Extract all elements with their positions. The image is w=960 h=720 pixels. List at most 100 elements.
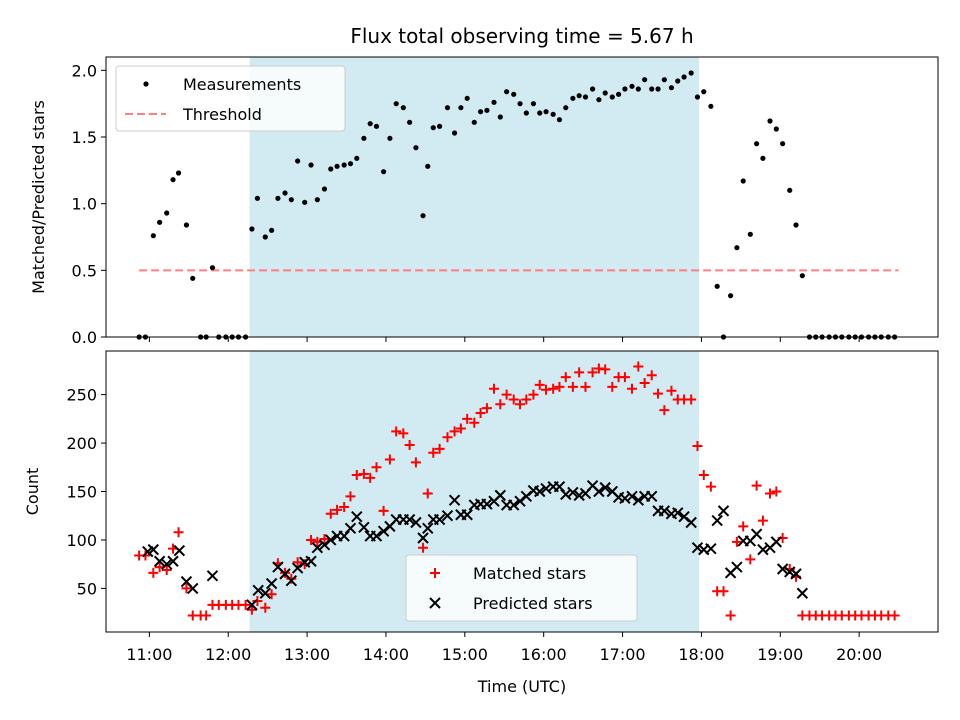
matched-star-point <box>580 381 591 392</box>
predicted-star-point <box>351 510 363 523</box>
matched-star-point <box>534 379 545 390</box>
measurement-point <box>668 85 675 91</box>
matched-star-point <box>428 447 439 458</box>
measurement-point <box>361 135 367 141</box>
legend-predicted-marker <box>429 597 441 609</box>
measurement-point <box>582 94 589 100</box>
measurement-point <box>321 186 328 192</box>
measurement-point <box>354 155 360 161</box>
measurement-point <box>747 231 753 237</box>
measurement-point <box>451 130 458 136</box>
measurement-point <box>436 123 443 129</box>
matched-star-point <box>738 521 749 532</box>
predicted-star-point <box>433 513 446 526</box>
matched-star-point <box>646 370 657 381</box>
measurement-point <box>649 86 655 92</box>
measurement-point <box>183 222 190 228</box>
x-tick-label: 11:00 <box>126 645 172 664</box>
chart-title: Flux total observing time = 5.67 h <box>350 24 693 48</box>
legend-matched-label: Matched stars <box>473 564 586 583</box>
y-tick-label: 250 <box>66 386 97 405</box>
matched-star-point <box>319 533 330 544</box>
x-tick-label: 14:00 <box>363 645 409 664</box>
ratio-y-ticks: 0.0 0.5 1.0 1.5 2.0 <box>72 61 106 347</box>
predicted-star-point <box>259 587 272 599</box>
measurement-point <box>413 145 419 151</box>
predicted-star-point <box>599 481 611 494</box>
matched-star-point <box>600 364 611 375</box>
predicted-star-point <box>377 525 390 537</box>
predicted-star-point <box>658 505 671 517</box>
predicted-star-point <box>265 577 278 590</box>
measurement-point <box>727 293 734 299</box>
matched-star-point <box>554 381 565 392</box>
legend-threshold-label: Threshold <box>182 105 262 124</box>
count-marks <box>134 361 900 621</box>
matched-star-point <box>358 469 369 480</box>
predicted-star-point <box>285 574 298 587</box>
matched-star-point <box>698 470 709 481</box>
measurement-point <box>254 195 261 201</box>
measurement-point <box>570 95 576 101</box>
x-tick-label: 16:00 <box>521 645 567 664</box>
measurement-point <box>616 91 622 97</box>
matched-star-point <box>548 383 559 394</box>
measurement-point <box>150 233 156 239</box>
matched-star-point <box>173 527 184 538</box>
matched-star-point <box>292 557 303 568</box>
measurement-point <box>655 86 661 92</box>
predicted-star-point <box>147 543 160 556</box>
predicted-star-point <box>770 536 783 548</box>
measurement-point <box>157 219 163 225</box>
measurement-point <box>708 103 714 109</box>
measurement-point <box>328 166 334 172</box>
ratio-panel: 0.00.51.01.52.0 Matched/Predicted stars … <box>29 56 939 347</box>
predicted-star-point <box>776 563 789 575</box>
matched-star-point <box>449 426 460 437</box>
measurement-point <box>773 126 779 132</box>
predicted-star-point <box>252 584 264 597</box>
matched-star-point <box>718 586 729 597</box>
legend-matched-marker <box>430 568 440 578</box>
predicted-star-point <box>325 534 337 546</box>
measurement-point <box>537 110 543 116</box>
y-tick-label: 50 <box>77 579 97 598</box>
matched-star-point <box>306 534 317 545</box>
measurement-point <box>249 226 255 232</box>
measurement-point <box>688 70 694 76</box>
measurement-point <box>635 86 641 92</box>
predicted-star-point <box>705 542 717 555</box>
measurement-point <box>420 213 426 219</box>
matched-star-point <box>751 480 762 491</box>
matched-star-point <box>161 564 172 575</box>
measurement-point <box>767 118 773 124</box>
predicted-star-point <box>441 510 454 522</box>
measurement-point <box>477 109 484 115</box>
matched-star-point <box>410 457 421 468</box>
matched-star-point <box>140 550 151 561</box>
matched-star-point <box>398 428 409 439</box>
predicted-star-point <box>448 494 461 506</box>
matched-star-point <box>384 454 395 465</box>
measurement-point <box>314 197 320 203</box>
matched-star-point <box>686 394 697 405</box>
matched-star-point <box>469 417 480 428</box>
measurement-point <box>262 234 268 240</box>
matched-star-point <box>692 440 703 451</box>
measurement-point <box>175 170 182 176</box>
matched-star-point <box>633 361 644 372</box>
matched-star-point <box>339 502 350 513</box>
measurement-point <box>629 83 635 89</box>
matched-star-point <box>515 399 526 410</box>
measurement-point <box>190 275 196 281</box>
predicted-star-point <box>481 498 493 510</box>
predicted-star-point <box>508 499 520 511</box>
measurement-point <box>523 110 529 116</box>
measurement-point <box>464 95 470 101</box>
matched-star-point <box>521 394 532 405</box>
measurement-point <box>484 107 490 113</box>
legend-predicted-label: Predicted stars <box>473 594 593 613</box>
measurement-point <box>373 123 380 129</box>
x-tick-label: 20:00 <box>836 645 882 664</box>
